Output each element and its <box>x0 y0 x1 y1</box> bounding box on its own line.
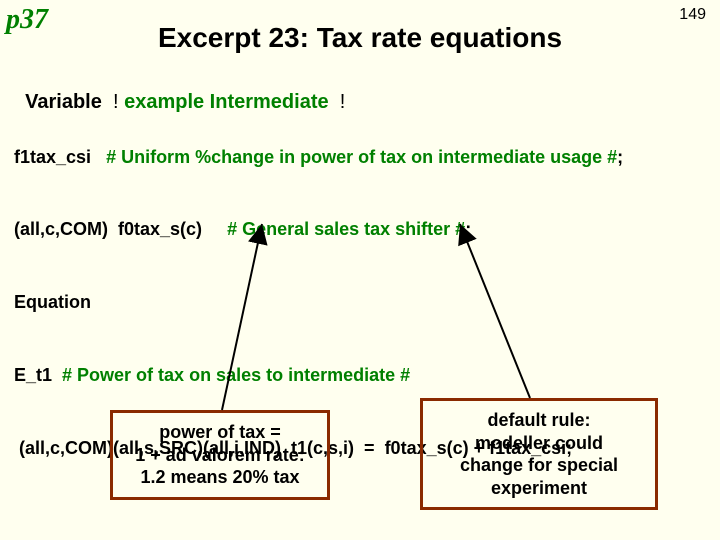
code-line: f1tax_csi # Uniform %change in power of … <box>14 145 623 169</box>
callout-line: 1.2 means 20% tax <box>140 467 299 487</box>
callout-line: power of tax = <box>159 422 281 442</box>
code-line: Equation <box>14 290 623 314</box>
slide-title: Excerpt 23: Tax rate equations <box>0 22 720 54</box>
callout-line: experiment <box>491 478 587 498</box>
callout-line: change for special <box>460 455 618 475</box>
callout-line: 1 + ad valorem rate: <box>135 445 305 465</box>
callout-power-of-tax: power of tax = 1 + ad valorem rate: 1.2 … <box>110 410 330 500</box>
callout-default-rule: default rule: modeller could change for … <box>420 398 658 510</box>
callout-line: modeller could <box>475 433 603 453</box>
code-line: (all,c,COM) f0tax_s(c) # General sales t… <box>14 217 623 241</box>
code-line: E_t1 # Power of tax on sales to intermed… <box>14 363 623 387</box>
callout-line: default rule: <box>487 410 590 430</box>
